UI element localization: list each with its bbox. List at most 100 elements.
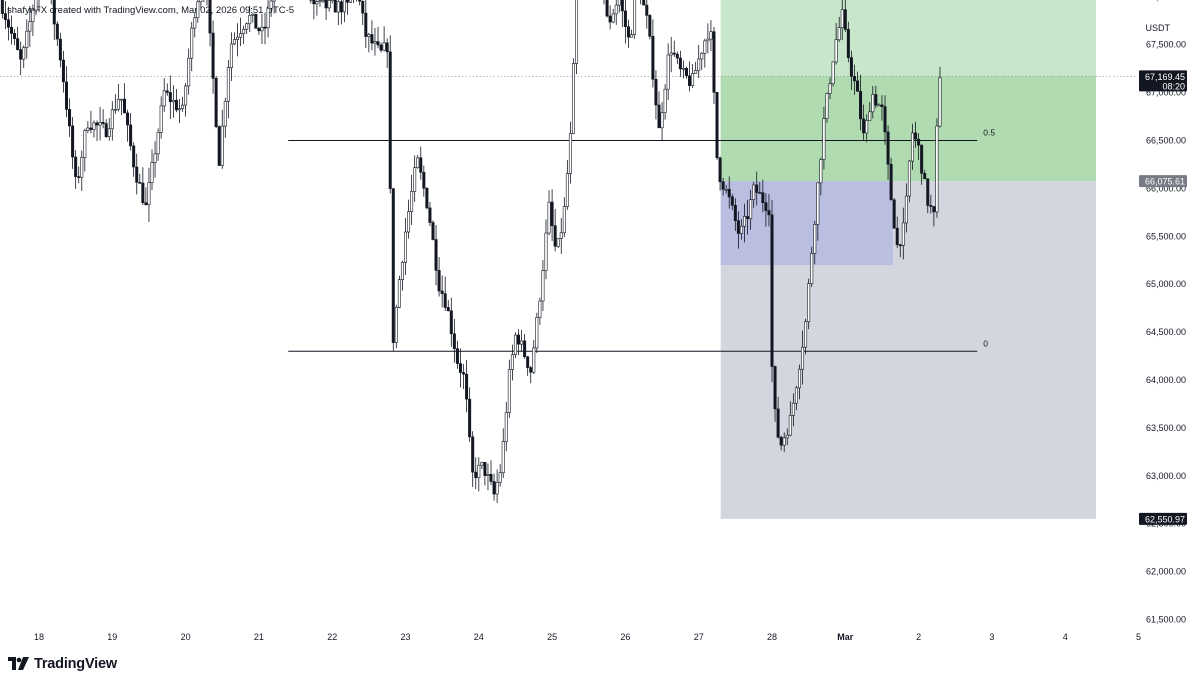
time-tick-label: 5 [1136, 632, 1141, 642]
candle-body [400, 261, 404, 280]
candle-body [3, 13, 7, 21]
candle-body [630, 34, 634, 38]
candle-body [550, 201, 554, 226]
candle [113, 94, 117, 114]
candle-body [672, 52, 676, 55]
candle-body [260, 26, 264, 32]
candle [477, 457, 481, 492]
candle [752, 181, 756, 208]
candle-body [440, 290, 444, 294]
price-tick-label: 62,000.00 [1146, 567, 1186, 577]
candle [822, 106, 826, 170]
candle-body [379, 44, 383, 51]
candle-body [422, 171, 426, 189]
candle-body [507, 369, 511, 413]
candle-body [437, 270, 441, 292]
entry-price-tag: 66,075.61 [1139, 175, 1187, 188]
candle [480, 461, 484, 470]
candle [184, 83, 188, 117]
tradingview-logo[interactable]: TradingView [8, 656, 117, 672]
candle-body [58, 38, 62, 61]
candle-body [871, 94, 875, 113]
candle [107, 118, 111, 141]
candle-body [483, 462, 487, 476]
candle-body [697, 58, 701, 71]
candle-body [825, 93, 829, 119]
candle [385, 38, 389, 69]
candle [370, 20, 374, 51]
price-tick-label: 66,500.00 [1146, 136, 1186, 146]
price-tick-label: 63,500.00 [1146, 423, 1186, 433]
candle [177, 98, 181, 124]
candle [645, 0, 649, 29]
candle-body [886, 131, 890, 165]
candle [449, 297, 453, 347]
candle [810, 246, 814, 287]
candle [914, 121, 918, 148]
candle-body [504, 412, 508, 442]
candle [437, 257, 441, 297]
candle-body [193, 17, 197, 29]
candle-body [61, 59, 65, 83]
price-tick-label: 61,500.00 [1146, 615, 1186, 625]
candle-body [788, 415, 792, 436]
candle [410, 174, 414, 225]
candle-body [721, 181, 725, 190]
candle [788, 401, 792, 437]
candle [727, 176, 731, 209]
candle-body [55, 23, 59, 40]
candle-body [901, 222, 905, 246]
candle-body [413, 167, 417, 192]
candle [513, 332, 517, 359]
candle [640, 0, 642, 5]
candle [92, 120, 96, 138]
candle [614, 0, 618, 25]
candle-body [486, 474, 490, 476]
candle-body [779, 436, 783, 446]
candle [782, 432, 786, 452]
candle-body [764, 202, 768, 211]
candle [840, 0, 844, 41]
candle-body [98, 121, 102, 126]
candle-body [810, 253, 814, 284]
candle [379, 42, 383, 53]
candle-body [480, 462, 484, 466]
candle-body [269, 0, 273, 9]
candle [165, 83, 169, 96]
price-axis: 61,500.0062,000.0062,500.0063,000.0063,5… [1146, 0, 1186, 625]
candle [208, 0, 212, 47]
candle-body [898, 244, 902, 247]
candle-body [16, 38, 20, 50]
candle [226, 59, 230, 119]
candle-body [529, 367, 533, 373]
candle-body [892, 199, 896, 229]
candle-body [804, 321, 808, 348]
candle [22, 45, 26, 69]
candle-body [141, 182, 145, 204]
price-tick-label: 65,000.00 [1146, 279, 1186, 289]
candle-body [474, 471, 478, 478]
candle [468, 387, 472, 442]
candle [364, 0, 368, 48]
candle-body [471, 436, 475, 473]
candle-body [770, 214, 774, 367]
candle-body [910, 132, 914, 162]
candle-body [932, 206, 936, 213]
candle-body [917, 138, 921, 146]
candle [162, 78, 166, 112]
candle [703, 38, 707, 68]
candle [874, 85, 878, 109]
candle [260, 13, 264, 44]
candle [171, 85, 175, 118]
time-tick-label: 20 [181, 632, 191, 642]
candle [13, 29, 17, 46]
fib-level-label: 0.5 [983, 128, 995, 138]
candle-body [651, 36, 655, 80]
candle-body [605, 0, 609, 17]
candle-body [376, 41, 380, 46]
candle [52, 0, 56, 40]
candle [86, 120, 90, 134]
candle [862, 104, 866, 140]
candle-body [107, 128, 111, 137]
